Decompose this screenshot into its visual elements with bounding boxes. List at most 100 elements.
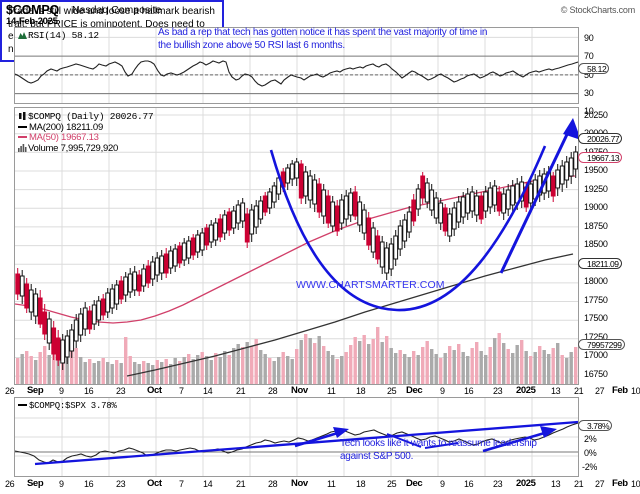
x-tick-16: 16 [464, 386, 474, 396]
x-tick-13: 25 [387, 386, 397, 396]
rsi-tick-70: 70 [584, 51, 594, 61]
rsi-value-flag: 58.12 [578, 63, 610, 74]
x-tick-0: 26 [5, 386, 15, 396]
x2-tick-0: 26 [5, 479, 15, 489]
x-tick-10: Nov [291, 385, 308, 396]
rsi-legend-label: RSI(14) 58.12 [28, 30, 99, 41]
x-tick-8: 21 [236, 386, 246, 396]
price-tick-18500: 18500 [584, 239, 608, 249]
ratio-grid [15, 398, 578, 476]
x2-tick-12: 18 [356, 479, 366, 489]
ma200-value-flag: 18211.09 [578, 258, 622, 269]
ratio-legend: $COMPQ:$SPX 3.78% [18, 401, 117, 412]
line-black-icon-ratio [18, 404, 27, 406]
x2-tick-9: 28 [268, 479, 278, 489]
ratio-tick-neg2: -2% [582, 462, 598, 472]
x2-tick-11: 11 [327, 479, 336, 489]
line-red-icon [18, 136, 27, 138]
ratio-value-flag: 3.78% [578, 420, 613, 431]
x2-tick-17: 23 [493, 479, 503, 489]
candlestick-icon [18, 112, 27, 120]
watermark-label: WWW.CHARTSMARTER.COM [296, 279, 445, 291]
x2-tick-23: 10 [631, 479, 640, 489]
rsi-tick-50: 50 [584, 70, 594, 80]
x2-tick-7: 14 [203, 479, 213, 489]
x-tick-12: 18 [356, 386, 366, 396]
price-tick-19250: 19250 [584, 184, 608, 194]
x-tick-3: 16 [84, 386, 94, 396]
page-title: $COMPQ [6, 3, 59, 17]
price-legend-label: $COMPQ (Daily) 20026.77 [28, 111, 154, 122]
x-tick-6: 7 [179, 386, 184, 396]
price-tick-17000: 17000 [584, 350, 608, 360]
x2-tick-19: 13 [551, 479, 561, 489]
up-arrow-annotation [499, 118, 578, 274]
copyright-label: © StockCharts.com [560, 5, 635, 15]
x2-tick-22: Feb [612, 478, 628, 489]
x-tick-1: Sep [27, 385, 44, 396]
x-tick-19: 13 [551, 386, 561, 396]
ratio-panel [14, 397, 579, 477]
rsi-legend: RSI(14) 58.12 [18, 30, 99, 42]
x2-tick-8: 21 [236, 479, 246, 489]
x-tick-14: Dec [406, 385, 423, 396]
ma50-value-flag: 19667.13 [578, 152, 623, 163]
x-tick-2: 9 [59, 386, 64, 396]
ratio-legend-label: $COMPQ:$SPX 3.78% [29, 401, 117, 411]
ratio-decline-line-1 [386, 433, 422, 448]
x2-tick-21: 27 [595, 479, 605, 489]
x-tick-7: 14 [203, 386, 213, 396]
legend-row-price: $COMPQ (Daily) 20026.77 [18, 111, 154, 123]
ma50-legend-label: MA(50) 19667.13 [29, 132, 99, 143]
x2-tick-1: Sep [27, 478, 44, 489]
legend-row-volume: Volume 7,995,729,920 [18, 142, 153, 155]
page-subtitle: Nasdaq Composite [72, 4, 162, 16]
x-tick-20: 21 [574, 386, 584, 396]
rsi-tick-10: 10 [584, 106, 594, 116]
price-tick-19000: 19000 [584, 202, 608, 212]
x2-tick-4: 23 [116, 479, 126, 489]
legend-row-ma200: MA(200) 18211.09 [18, 121, 153, 134]
x-tick-18: 2025 [516, 385, 536, 396]
ma200-legend-label: MA(200) 18211.09 [29, 121, 103, 133]
x-tick-15: 9 [440, 386, 445, 396]
x2-tick-20: 21 [574, 479, 584, 489]
x-tick-4: 23 [116, 386, 126, 396]
rsi-plot [15, 28, 578, 103]
x2-tick-15: 9 [440, 479, 445, 489]
x-tick-21: 27 [595, 386, 605, 396]
volume-value-flag: 79957299 [578, 339, 625, 350]
ratio-decline-line-2 [424, 442, 459, 449]
x2-tick-10: Nov [291, 478, 308, 489]
price-legend: $COMPQ (Daily) 20026.77 MA(200) 18211.09… [18, 111, 154, 155]
volume-bars [16, 327, 578, 384]
ratio-arrow-1 [294, 427, 349, 448]
x2-tick-13: 25 [387, 479, 397, 489]
volume-bars-icon [18, 143, 27, 152]
ratio-annotation: Tech looks like it wants to reassume lea… [340, 438, 537, 462]
cup-pattern-drawing [269, 145, 547, 312]
x2-tick-5: Oct [147, 478, 162, 489]
price-tick-18000: 18000 [584, 276, 608, 286]
ratio-tick-0: 0% [584, 448, 597, 458]
rsi-mountain-icon [18, 31, 27, 39]
ratio-plot [15, 398, 578, 476]
ratio-arrow-2 [482, 426, 557, 453]
x-tick-17: 23 [493, 386, 503, 396]
x2-tick-3: 16 [84, 479, 94, 489]
x-tick-11: 11 [327, 386, 336, 396]
price-tick-18750: 18750 [584, 221, 608, 231]
x2-tick-14: Dec [406, 478, 423, 489]
legend-row-ma50: MA(50) 19667.13 [18, 132, 153, 144]
x-tick-22: Feb [612, 385, 628, 396]
price-tick-20250: 20250 [584, 110, 608, 120]
x2-tick-18: 2025 [516, 478, 536, 489]
rsi-tick-90: 90 [584, 33, 594, 43]
x-tick-23: 10 [631, 386, 640, 396]
x2-tick-6: 7 [179, 479, 184, 489]
rsi-annotation: As bad a rep that tech has gotten notice… [158, 27, 488, 51]
price-tick-17250: 17250 [584, 332, 608, 342]
volume-legend-label: Volume 7,995,729,920 [28, 142, 119, 154]
line-black-icon [18, 125, 27, 128]
